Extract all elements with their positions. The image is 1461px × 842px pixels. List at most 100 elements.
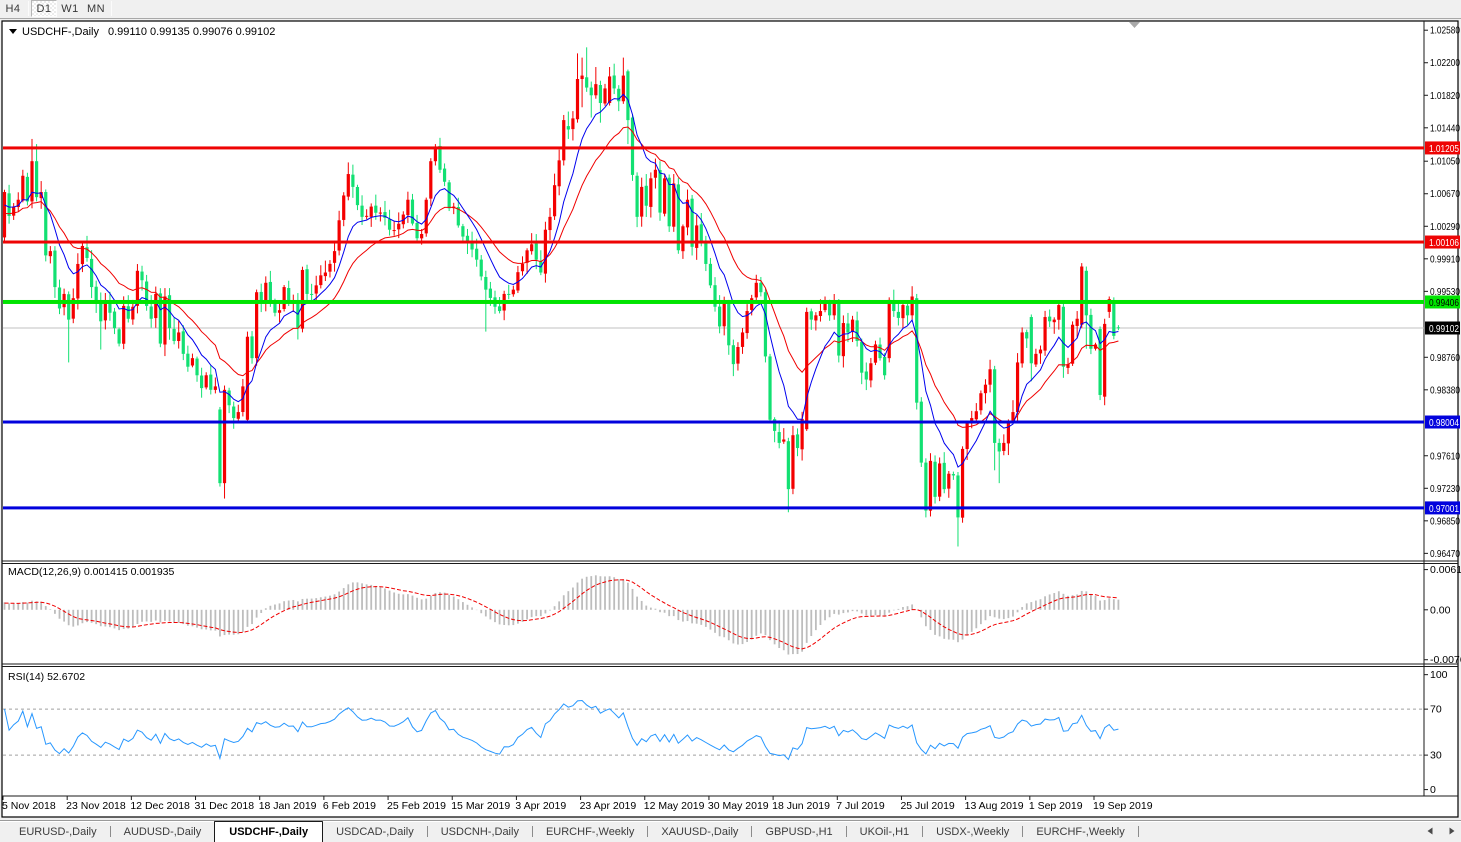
timeframe-button-h4[interactable]: H4 xyxy=(5,2,21,15)
candle-body xyxy=(438,145,442,170)
timeframe-button-d1[interactable]: D1 xyxy=(31,0,57,17)
chart-tab-eurusd-daily[interactable]: EURUSD-,Daily xyxy=(19,825,97,838)
candle-body xyxy=(938,463,942,497)
candle-body xyxy=(39,192,43,199)
chart-tab-usdcnh-daily[interactable]: USDCNH-,Daily xyxy=(440,825,519,838)
price-axis-label: 1.00290 xyxy=(1430,221,1460,233)
macd-label: MACD(12,26,9) 0.001415 0.001935 xyxy=(8,566,175,578)
timeframe-button-w1[interactable]: W1 xyxy=(61,2,79,15)
candle-body xyxy=(676,184,680,251)
candle-body xyxy=(484,276,488,290)
candle-body xyxy=(860,341,864,373)
candle-body xyxy=(25,176,30,202)
candle-body xyxy=(200,375,204,389)
ma-slow-line xyxy=(4,126,1119,428)
candle-body xyxy=(672,183,676,227)
chart-tab-gbpusd-h1[interactable]: GBPUSD-,H1 xyxy=(765,825,833,838)
tab-scroll-left-button[interactable] xyxy=(1423,823,1437,839)
candle-body xyxy=(773,419,777,431)
candle-body xyxy=(695,225,699,248)
candle-body xyxy=(626,71,630,121)
chart-tab-xauusd-daily[interactable]: XAUUSD-,Daily xyxy=(661,825,739,838)
chart-header: USDCHF-,Daily 0.99110 0.99135 0.99076 0.9… xyxy=(9,26,275,38)
chart-svg: 1.02580 1.02200 1.01820 1.01440 1.01050 1.006… xyxy=(1,20,1461,818)
one-click-trading-icon[interactable] xyxy=(9,29,17,34)
chart-tab-ukoil-h1[interactable]: UKOil-,H1 xyxy=(859,825,910,838)
rsi-axis-label: 70 xyxy=(1430,704,1442,716)
candle-body xyxy=(103,302,107,321)
timeframe-button-mn[interactable]: MN xyxy=(87,2,106,15)
price-axis-label: 0.96470 xyxy=(1430,548,1460,560)
tab-separator xyxy=(531,826,533,837)
candle-body xyxy=(351,174,355,187)
macd-pane: 0.00613 0.00 -0.007612 xyxy=(3,564,1461,666)
level-price-label-box xyxy=(1425,295,1460,309)
candle-body xyxy=(708,263,713,286)
candle-body xyxy=(887,299,891,359)
time-axis-label: 15 Mar 2019 xyxy=(451,800,510,812)
price-axis-label: 0.99530 xyxy=(1430,286,1460,298)
tab-scroll-right-button[interactable] xyxy=(1445,823,1459,839)
rsi-axis-label: 100 xyxy=(1430,669,1448,681)
candle-body xyxy=(447,182,451,209)
chart-window-background xyxy=(1,20,1459,818)
candle-body xyxy=(1006,422,1010,444)
chart-ohlc-values: 0.99110 0.99135 0.99076 0.99102 xyxy=(108,26,275,38)
chart-tab-audusd-daily[interactable]: AUDUSD-,Daily xyxy=(123,825,202,838)
candle-body xyxy=(149,306,153,319)
candle-body xyxy=(76,263,80,299)
macd-axis-label: 0.00 xyxy=(1430,604,1451,616)
tab-separator xyxy=(845,826,847,837)
candle-body xyxy=(397,223,401,230)
candle-body xyxy=(85,247,89,258)
candle-body xyxy=(828,302,832,316)
candle-body xyxy=(566,126,570,130)
level-price-label-text: 0.99406 xyxy=(1429,297,1459,309)
candle-body xyxy=(864,371,868,380)
candle-body xyxy=(255,292,259,359)
candle-body xyxy=(740,332,745,347)
time-axis-label: 13 Aug 2019 xyxy=(965,800,1024,812)
macd-axis-label: -0.007612 xyxy=(1430,654,1461,666)
candle-body xyxy=(360,205,364,217)
candle-body xyxy=(310,293,314,295)
candle-body xyxy=(227,390,231,406)
chart-tab-eurchf-weekly[interactable]: EURCHF-,Weekly xyxy=(545,825,635,838)
chart-tab-eurchf-weekly[interactable]: EURCHF-,Weekly xyxy=(1036,825,1125,838)
chart-tab-usdx-weekly[interactable]: USDX-,Weekly xyxy=(936,825,1010,838)
candle-body xyxy=(177,332,181,342)
candle-body xyxy=(1103,323,1107,397)
candle-body xyxy=(575,79,580,120)
candle-body xyxy=(974,411,978,420)
candle-body xyxy=(905,305,910,316)
candle-body xyxy=(314,285,318,294)
triangle-right-shape xyxy=(1449,827,1455,835)
chart-tab-usdcad-daily[interactable]: USDCAD-,Daily xyxy=(336,825,414,838)
candle-body xyxy=(970,418,974,423)
price-axis-label: 0.97610 xyxy=(1430,450,1460,462)
candle-body xyxy=(548,216,552,231)
price-axis-label: 1.01820 xyxy=(1430,90,1460,102)
chart-symbol-title: USDCHF-,Daily xyxy=(22,26,100,38)
candle-body xyxy=(786,441,790,490)
tab-separator xyxy=(1137,826,1139,837)
chart-tab-usdchf-daily[interactable]: USDCHF-,Daily xyxy=(214,821,324,842)
candle-body xyxy=(387,219,392,230)
candle-body xyxy=(809,311,813,320)
candle-body xyxy=(479,259,483,277)
tab-separator xyxy=(922,826,924,837)
candle-body xyxy=(369,206,373,217)
candle-body xyxy=(667,177,671,227)
candle-body xyxy=(99,302,103,322)
candle-body xyxy=(782,439,786,442)
level-price-label-text: 0.97001 xyxy=(1429,503,1459,515)
candle-body xyxy=(122,305,126,344)
toolbar-group-separator xyxy=(28,1,29,16)
candle-body xyxy=(108,301,112,313)
candle-body xyxy=(516,272,520,291)
candle-body xyxy=(1112,303,1116,336)
candle-body xyxy=(1093,344,1098,349)
current-price-label-text: 0.99102 xyxy=(1429,323,1459,335)
candle-body xyxy=(644,185,648,206)
